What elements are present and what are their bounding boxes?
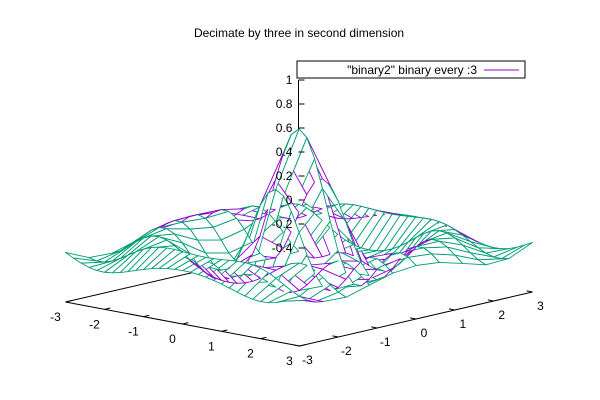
y-tick-label: 0 (421, 326, 428, 340)
y-tick (448, 308, 455, 311)
y-tick-label: -1 (380, 335, 391, 349)
x-tick (182, 322, 189, 325)
x-tick (65, 300, 72, 303)
z-tick-label: 0 (286, 193, 293, 207)
z-tick-label: 0.2 (276, 169, 293, 183)
z-tick-label: 1 (286, 73, 293, 87)
z-tick-label: 0.6 (276, 121, 293, 135)
x-tick-label: 1 (208, 339, 215, 353)
chart-title: Decimate by three in second dimension (194, 26, 404, 40)
z-tick-label: 0.8 (276, 97, 293, 111)
z-tick-label: 0.4 (276, 145, 293, 159)
y-tick (293, 344, 300, 347)
y-tick-label: 1 (459, 317, 466, 331)
x-tick-label: 0 (169, 332, 176, 346)
surface-facet (65, 252, 98, 262)
legend-label: "binary2" binary every :3 (347, 63, 477, 77)
x-tick (143, 314, 150, 318)
x-tick-label: -1 (128, 325, 139, 339)
legend-box (296, 60, 526, 79)
y-tick (487, 299, 494, 302)
x-tick (104, 307, 111, 310)
y-tick-label: -3 (302, 353, 313, 367)
y-tick-label: 2 (498, 308, 505, 322)
y-tick-label: 3 (537, 299, 544, 313)
y-tick-label: -2 (341, 344, 352, 358)
y-axis: -3 -2 -1 0 1 2 3 (293, 290, 544, 367)
y-tick (410, 317, 417, 320)
x-tick (299, 344, 306, 347)
legend: "binary2" binary every :3 (296, 60, 526, 79)
x-tick-label: -3 (50, 310, 61, 324)
x-tick (260, 336, 267, 340)
x-tick-label: 2 (247, 347, 254, 361)
x-tick-label: -2 (89, 317, 100, 331)
z-tick-label: -0.4 (272, 241, 293, 255)
y-tick (332, 335, 339, 338)
y-tick (371, 326, 378, 329)
y-tick (526, 290, 533, 293)
x-tick (221, 329, 228, 332)
surface-mesh (65, 128, 533, 304)
x-tick-label: 3 (286, 354, 293, 368)
x-axis: -3 -2 -1 0 1 2 3 (50, 300, 306, 368)
z-axis: -0.4 -0.2 0 0.2 0.4 0.6 0.8 1 (272, 73, 305, 255)
z-tick-label: -0.2 (272, 217, 293, 231)
